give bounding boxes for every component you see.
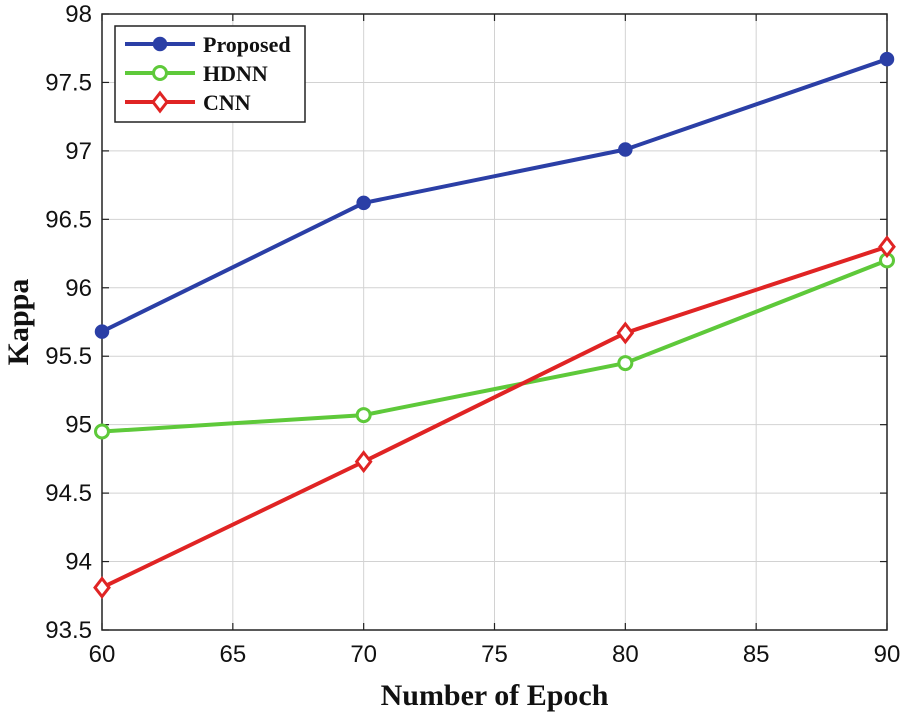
x-tick-label: 60	[89, 641, 116, 668]
y-tick-label: 94.5	[45, 480, 92, 507]
data-point-hdnn	[617, 355, 634, 372]
y-tick-label: 96.5	[45, 206, 92, 233]
series-line-proposed	[101, 57, 888, 334]
data-point-hdnn	[355, 407, 372, 424]
data-point-proposed	[618, 142, 633, 157]
data-point-proposed	[356, 195, 371, 211]
x-tick-label: 70	[350, 641, 377, 668]
y-tick-label: 97.5	[45, 69, 92, 96]
data-point-cnn	[878, 235, 896, 259]
series-cnn	[93, 235, 896, 600]
data-point-proposed	[879, 51, 895, 67]
series-layer	[93, 51, 896, 600]
series-proposed	[94, 51, 895, 339]
y-tick-label: 98	[65, 1, 92, 28]
y-tick-label: 93.5	[45, 617, 92, 644]
legend-entry-cnn: CNN	[125, 90, 251, 115]
legend-label-cnn: CNN	[203, 90, 251, 115]
x-tick-label: 80	[612, 641, 639, 668]
y-tick-label: 94	[65, 549, 92, 576]
x-axis-title: Number of Epoch	[381, 679, 609, 712]
legend: Proposed HDNN CNN	[114, 25, 306, 123]
legend-marker-proposed	[152, 36, 168, 52]
x-tick-label: 65	[219, 641, 246, 668]
y-axis-ticks: 93.5 94 94.5 95 95.5 96 96.5 97 97.5 98	[45, 1, 887, 644]
x-tick-label: 90	[874, 641, 901, 668]
legend-label-hdnn: HDNN	[203, 61, 268, 86]
series-line-hdnn	[101, 258, 888, 434]
series-line-cnn	[101, 244, 888, 590]
x-tick-label: 85	[743, 641, 770, 668]
x-tick-label: 75	[481, 641, 508, 668]
y-tick-label: 95.5	[45, 343, 92, 370]
legend-marker-cnn	[151, 90, 169, 114]
legend-entry-hdnn: HDNN	[125, 61, 268, 86]
data-point-hdnn	[94, 423, 110, 440]
legend-marker-hdnn	[152, 65, 168, 81]
y-axis-title: Kappa	[2, 279, 35, 366]
series-hdnn	[94, 252, 895, 440]
x-axis-ticks: 60 65 70 75 80 85 90	[89, 14, 901, 668]
legend-entry-proposed: Proposed	[125, 32, 291, 57]
data-point-cnn	[354, 450, 373, 474]
data-point-proposed	[94, 324, 110, 339]
data-point-cnn	[616, 321, 635, 345]
data-point-cnn	[93, 576, 111, 600]
y-tick-label: 97	[65, 138, 92, 165]
y-tick-label: 96	[65, 275, 92, 302]
y-tick-label: 95	[65, 412, 92, 439]
legend-label-proposed: Proposed	[203, 32, 291, 57]
